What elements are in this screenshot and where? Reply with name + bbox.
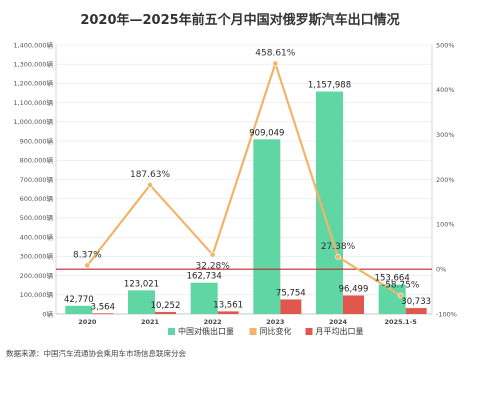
- y-left-tick-label: 1,200,000辆: [13, 79, 53, 88]
- y-right-tick-label: 0%: [436, 265, 446, 273]
- y-right-tick-label: -100%: [436, 310, 457, 318]
- source-note: 数据来源：中国汽车流通协会乘用车市场信息联席分会: [6, 348, 186, 358]
- data-label-export: 909,049: [249, 128, 284, 138]
- y-left-tick-label: 300,000辆: [20, 252, 54, 261]
- yoy-line: [56, 60, 432, 299]
- bar-monthly: [343, 295, 364, 314]
- data-label-yoy: 8.37%: [73, 250, 102, 260]
- y-right-tick-label: 400%: [436, 86, 455, 94]
- data-label-monthly: 96,499: [339, 284, 369, 294]
- data-label-yoy: 27.38%: [321, 242, 356, 252]
- legend: 中国对俄出口量 同比变化 月平均出口量: [168, 326, 364, 336]
- data-label-monthly: 3,564: [91, 302, 115, 312]
- data-label-export: 153,664: [375, 273, 410, 283]
- legend-swatch: [168, 328, 175, 335]
- data-label-monthly: 10,252: [151, 301, 181, 311]
- y-left-tick-label: 600,000辆: [20, 194, 54, 203]
- y-left-tick-label: 1,000,000辆: [13, 117, 53, 126]
- data-label-yoy: -58.75%: [382, 281, 420, 291]
- yoy-point: [335, 253, 341, 260]
- yoy-point: [84, 262, 91, 269]
- bar-monthly: [280, 299, 302, 314]
- yoy-point: [209, 251, 216, 258]
- legend-label: 月平均出口量: [316, 326, 364, 336]
- yoy-series-line: [86, 60, 402, 297]
- legend-swatch: [305, 328, 313, 335]
- watermark: 头条 @数据城市: [372, 373, 460, 388]
- bar-monthly: [217, 311, 239, 314]
- y-left-tick-label: 200,000辆: [20, 271, 54, 280]
- y-left-tick-label: 800,000辆: [20, 156, 54, 165]
- x-tick-label: 2022: [204, 318, 222, 326]
- y-right-tick-label: 300%: [436, 131, 455, 139]
- data-label-export: 42,770: [64, 295, 94, 305]
- data-label-yoy: 32.28%: [196, 262, 231, 272]
- y-axis-left: 0辆 100,000辆 200,000辆 300,000辆 400,000辆 500,00…: [13, 40, 53, 318]
- y-axis-right: -100% 0% 100% 200% 300% 400% 500%: [436, 41, 457, 318]
- bar-monthly: [155, 312, 176, 314]
- y-left-tick-label: 1,400,000辆: [13, 40, 53, 49]
- yoy-point: [272, 60, 279, 67]
- y-right-tick-label: 100%: [436, 221, 455, 229]
- y-left-tick-label: 1,300,000辆: [13, 60, 53, 69]
- watermark-text: 头条 @数据城市: [372, 373, 460, 388]
- y-right-tick-label: 500%: [436, 41, 455, 49]
- x-tick-label: 2024: [329, 318, 348, 326]
- data-label-monthly: 30,733: [401, 297, 431, 307]
- y-left-tick-label: 100,000辆: [20, 290, 54, 299]
- data-label-export: 1,157,988: [308, 81, 351, 91]
- y-left-tick-label: 700,000辆: [20, 175, 54, 184]
- y-left-tick-label: 0辆: [42, 309, 53, 318]
- bar-export: [128, 290, 155, 314]
- yoy-point: [397, 292, 404, 299]
- data-label-monthly: 75,754: [276, 288, 306, 298]
- y-left-tick-label: 500,000辆: [20, 213, 54, 222]
- x-axis: 2020 2021 2022 2023 2024 2025.1-5: [78, 318, 417, 326]
- chart-title: 2020年—2025年前五个月中国对俄罗斯汽车出口情况: [80, 12, 399, 28]
- bar-export: [253, 139, 281, 314]
- data-label-export: 123,021: [124, 279, 159, 289]
- x-tick-label: 2020: [78, 318, 97, 326]
- legend-label: 中国对俄出口量: [178, 326, 234, 336]
- data-label-export: 162,734: [187, 272, 222, 282]
- data-label-yoy: 458.61%: [255, 49, 295, 59]
- data-label-monthly: 13,561: [213, 300, 243, 310]
- data-label-yoy: 187.63%: [130, 170, 170, 180]
- legend-label: 同比变化: [260, 326, 292, 336]
- grid: [55, 44, 433, 315]
- yoy-point: [147, 182, 153, 188]
- bar-monthly: [405, 308, 427, 314]
- x-tick-label: 2021: [141, 318, 160, 326]
- y-left-tick-label: 1,100,000辆: [13, 98, 53, 107]
- x-tick-label: 2025.1-5: [385, 318, 418, 326]
- bar-monthly: [92, 313, 114, 315]
- y-left-tick-label: 900,000辆: [20, 136, 54, 145]
- y-left-tick-label: 400,000辆: [20, 232, 54, 241]
- bar-export: [190, 282, 218, 314]
- y-right-tick-label: 200%: [436, 176, 455, 184]
- bars: [65, 91, 427, 315]
- legend-swatch: [249, 328, 257, 335]
- x-tick-label: 2023: [266, 318, 284, 326]
- bar-export: [65, 305, 93, 314]
